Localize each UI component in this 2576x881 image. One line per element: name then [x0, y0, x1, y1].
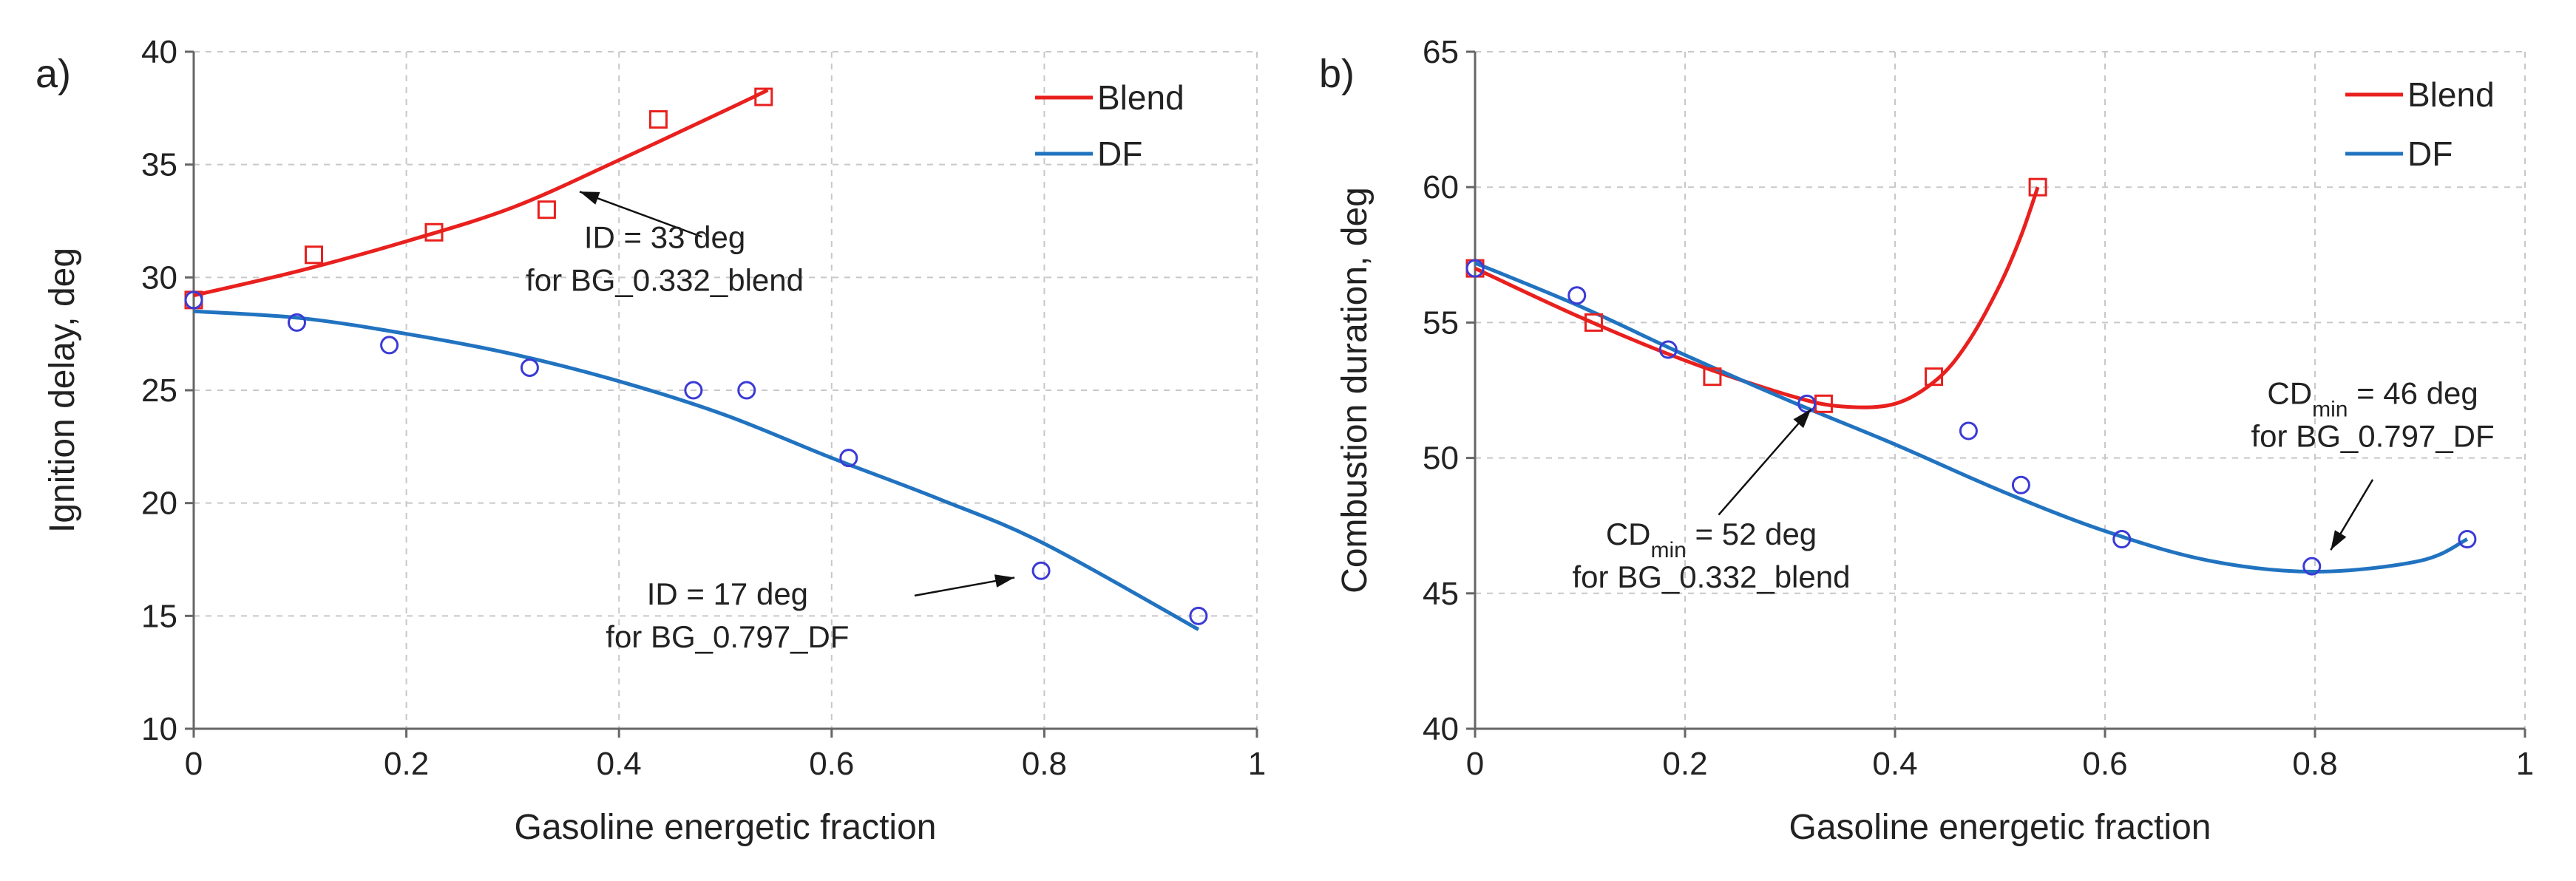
y-tick-label: 10 [141, 711, 177, 747]
data-point-blend [424, 222, 444, 242]
annotation-text: ID = 33 deg [584, 220, 745, 255]
data-point-blend [754, 87, 773, 106]
x-tick-label: 0.8 [2292, 746, 2337, 782]
panel-b-y-axis-title: Combustion duration, deg [1335, 187, 1375, 593]
panel-b-legend: Blend DF [2345, 75, 2495, 173]
y-tick-label: 15 [141, 598, 177, 634]
y-tick-label: 50 [1423, 440, 1459, 477]
y-tick-label: 35 [141, 147, 177, 183]
annotation-arrowhead [1793, 409, 1811, 429]
data-point-df [1959, 421, 1978, 440]
data-point-blend [1584, 313, 1603, 332]
annotation-arrowhead [994, 574, 1015, 588]
data-point-df [1031, 561, 1051, 580]
panel-a-x-ticks: 0 0.2 0.4 0.6 0.8 1 [185, 729, 1266, 782]
y-tick-label: 30 [141, 259, 177, 296]
data-point-df [1465, 259, 1485, 278]
data-point-blend [1925, 367, 1944, 387]
panel-b-trendlines [1474, 186, 2469, 574]
panel-a: a) 0 0.2 0.4 0.6 0.8 1 10 15 20 25 30 35 40 ID = 33… [35, 34, 1266, 847]
data-point-df [737, 381, 756, 400]
data-point-blend [537, 200, 556, 220]
panel-b: b) 0 0.2 0.4 0.6 0.8 1 40 45 50 55 60 65 CDmin = 5… [1319, 34, 2534, 847]
annotation-text: for BG_0.332_blend [526, 263, 804, 298]
data-point-df [2011, 475, 2030, 494]
panel-a-annotations: ID = 33 deg for BG_0.332_blend ID = 17 deg… [526, 191, 1015, 654]
x-tick-label: 0.2 [384, 746, 429, 782]
y-tick-label: 45 [1423, 576, 1459, 612]
panel-a-x-axis-title: Gasoline energetic fraction [515, 808, 937, 847]
panel-b-x-ticks: 0 0.2 0.4 0.6 0.8 1 [1466, 729, 2534, 782]
annotation-arrow [579, 191, 702, 238]
data-point-df [1189, 606, 1208, 625]
trendline-blend [1474, 186, 2040, 409]
x-tick-label: 0.8 [1022, 746, 1067, 782]
annotation-text: for BG_0.797_DF [2251, 418, 2495, 453]
legend-label-df: DF [2407, 135, 2453, 173]
panel-b-gridlines [1475, 51, 2526, 729]
annotation-text: CDmin = 46 deg [2267, 375, 2478, 421]
annotation-arrowhead [2331, 530, 2347, 551]
data-point-blend [648, 110, 668, 129]
x-tick-label: 1 [1248, 746, 1266, 782]
y-tick-label: 55 [1423, 305, 1459, 341]
legend-label-blend: Blend [2407, 75, 2495, 114]
legend-label-df: DF [1097, 135, 1142, 173]
y-tick-label: 25 [141, 373, 177, 409]
x-tick-label: 0.6 [2082, 746, 2127, 782]
x-tick-label: 0.2 [1662, 746, 1707, 782]
data-point-df [839, 449, 858, 468]
y-tick-label: 40 [1423, 711, 1459, 747]
data-point-df [1567, 286, 1587, 305]
annotation-text: for BG_0.332_blend [1573, 559, 1851, 594]
trendline-blend [193, 88, 769, 298]
annotation-text: ID = 17 deg [647, 576, 808, 611]
y-tick-label: 20 [141, 486, 177, 522]
x-tick-label: 0 [185, 746, 203, 782]
data-point-blend [2028, 177, 2047, 197]
data-point-df [520, 358, 539, 377]
data-point-blend [304, 245, 323, 265]
panel-a-trendlines [193, 88, 1200, 631]
x-tick-label: 0 [1466, 746, 1484, 782]
data-point-df [1658, 340, 1678, 359]
annotation-text: for BG_0.797_DF [606, 619, 849, 654]
panel-a-legend: Blend DF [1035, 78, 1184, 173]
x-tick-label: 0.4 [1872, 746, 1917, 782]
trendline-df [193, 309, 1200, 631]
data-point-df [2302, 557, 2322, 576]
panel-a-y-axis-title: Ignition delay, deg [43, 248, 82, 533]
x-tick-label: 1 [2516, 746, 2534, 782]
panel-a-label: a) [35, 52, 71, 96]
legend-label-blend: Blend [1097, 78, 1184, 117]
x-tick-label: 0.4 [597, 746, 642, 782]
panel-b-y-ticks: 40 45 50 55 60 65 [1423, 34, 1475, 747]
data-point-df [287, 313, 306, 332]
panel-b-x-axis-title: Gasoline energetic fraction [1789, 808, 2211, 847]
x-tick-label: 0.6 [809, 746, 854, 782]
panel-b-markers [1465, 177, 2477, 576]
y-tick-label: 65 [1423, 34, 1459, 70]
panel-a-y-ticks: 10 15 20 25 30 35 40 [141, 34, 194, 747]
annotation-arrowhead [579, 191, 600, 205]
data-point-df [2112, 530, 2132, 549]
y-tick-label: 60 [1423, 169, 1459, 205]
data-point-blend [1703, 367, 1722, 387]
data-point-df [684, 381, 703, 400]
panel-b-label: b) [1319, 52, 1355, 96]
panel-a-markers [184, 87, 1208, 625]
y-tick-label: 40 [141, 34, 177, 70]
annotation-text: CDmin = 52 deg [1606, 517, 1817, 562]
data-point-df [380, 336, 399, 355]
annotation-arrow [1718, 408, 1812, 516]
trendline-df [1474, 261, 2469, 574]
data-point-df [184, 290, 203, 310]
data-point-df [2458, 530, 2477, 549]
